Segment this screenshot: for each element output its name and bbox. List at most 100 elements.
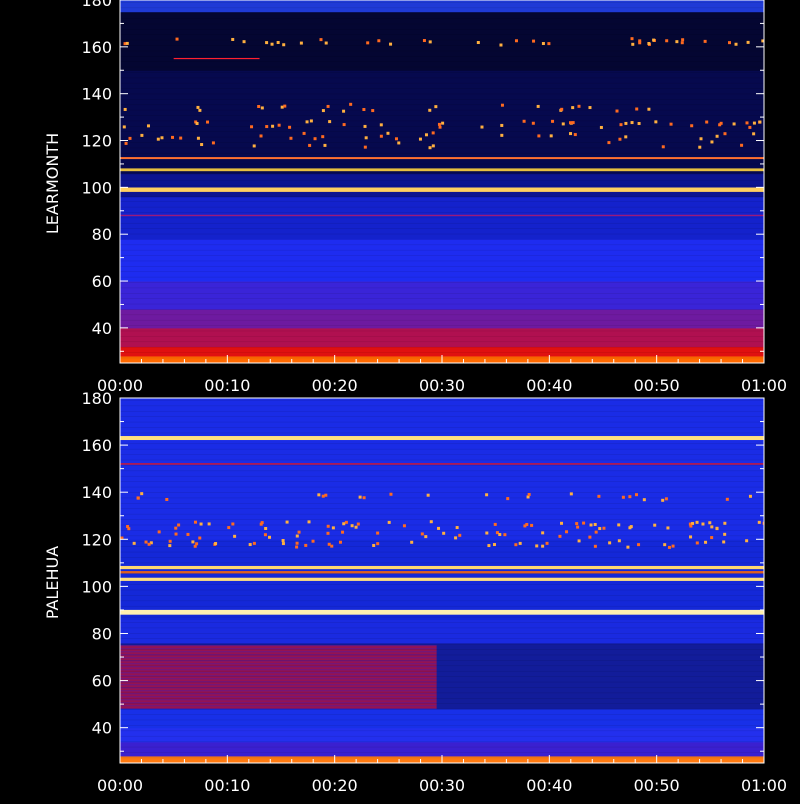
texture-line: [120, 174, 764, 176]
burst-speck: [366, 41, 370, 45]
burst-speck: [268, 535, 272, 539]
burst-speck: [263, 533, 267, 537]
burst-speck: [615, 109, 619, 113]
block-stripe: [120, 699, 437, 701]
burst-speck: [664, 497, 668, 501]
burst-speck: [480, 125, 484, 129]
burst-speck: [195, 122, 199, 126]
block-stripe: [120, 663, 437, 665]
burst-speck: [319, 38, 323, 42]
burst-speck: [376, 531, 380, 535]
texture-line: [120, 427, 764, 428]
burst-speck: [122, 125, 126, 129]
burst-speck: [364, 136, 368, 140]
texture-line: [120, 562, 764, 564]
texture-line: [120, 271, 764, 273]
burst-speck: [402, 524, 406, 528]
texture-line: [120, 486, 764, 488]
burst-speck: [695, 520, 699, 524]
burst-speck: [420, 532, 424, 536]
x-tick-label: 01:00: [741, 776, 787, 795]
texture-line: [120, 292, 764, 294]
x-tick-label: 00:10: [204, 776, 250, 795]
burst-speck: [537, 134, 541, 138]
emission-line: [173, 57, 260, 60]
burst-speck: [728, 41, 732, 45]
spectral-band: [120, 398, 764, 540]
burst-speck: [128, 136, 132, 140]
burst-speck: [635, 107, 639, 111]
burst-speck: [431, 144, 435, 148]
burst-speck: [495, 531, 499, 535]
burst-speck: [259, 134, 263, 138]
burst-speck: [525, 522, 529, 526]
burst-speck: [264, 527, 268, 531]
burst-speck: [653, 523, 657, 527]
burst-speck: [631, 42, 635, 46]
burst-speck: [571, 121, 575, 125]
texture-line: [120, 584, 764, 585]
texture-line: [120, 627, 764, 629]
spectral-band: [120, 327, 764, 348]
y-axis: 40 60 80 100 120 140 160 180: [81, 0, 764, 352]
texture-line: [120, 244, 764, 246]
texture-line: [120, 260, 764, 262]
burst-speck: [147, 542, 151, 546]
burst-speck: [531, 121, 535, 125]
burst-speck: [485, 493, 489, 497]
burst-speck: [363, 145, 367, 149]
burst-speck: [120, 536, 124, 540]
x-axis: 00:00 00:10 00:20 00:30 00:40 00:50 01:00: [97, 355, 787, 395]
texture-line: [120, 654, 764, 656]
burst-speck: [722, 540, 726, 544]
burst-speck: [588, 535, 592, 539]
burst-speck: [577, 539, 581, 543]
texture-line: [120, 432, 764, 434]
burst-speck: [547, 42, 551, 46]
burst-speck: [500, 103, 504, 107]
x-tick-label: 00:20: [312, 376, 358, 395]
texture-line: [120, 681, 764, 683]
texture-line: [120, 115, 764, 116]
burst-speck: [541, 544, 545, 548]
burst-speck: [597, 494, 601, 498]
x-tick-label: 00:50: [634, 376, 680, 395]
burst-speck: [437, 526, 441, 530]
burst-speck: [326, 104, 330, 108]
burst-speck: [424, 133, 428, 137]
y-tick-label: 40: [92, 319, 112, 338]
burst-speck: [358, 495, 362, 499]
burst-speck: [165, 497, 169, 501]
burst-speck: [530, 523, 534, 527]
emission-line: [120, 187, 764, 192]
texture-line: [120, 142, 764, 143]
burst-speck: [126, 525, 130, 529]
burst-speck: [689, 535, 693, 539]
texture-line: [120, 120, 764, 122]
burst-speck: [308, 143, 312, 147]
burst-speck: [661, 145, 665, 149]
texture-line: [120, 45, 764, 46]
burst-speck: [667, 545, 671, 549]
y-axis-label: LEARMONTH: [43, 133, 62, 234]
burst-speck: [257, 104, 261, 108]
burst-speck: [282, 43, 286, 47]
spectral-band: [120, 708, 764, 729]
texture-line: [120, 212, 764, 213]
burst-speck: [198, 536, 202, 540]
burst-speck: [635, 493, 639, 497]
burst-speck: [638, 41, 642, 45]
texture-line: [120, 196, 764, 197]
texture-line: [120, 341, 764, 343]
texture-line: [120, 228, 764, 229]
burst-speck: [342, 522, 346, 526]
burst-speck: [231, 522, 235, 526]
y-tick-label: 160: [81, 436, 112, 455]
burst-speck: [123, 42, 127, 46]
burst-speck: [289, 136, 293, 140]
burst-speck: [748, 494, 752, 498]
texture-line: [120, 752, 764, 753]
burst-speck: [342, 123, 346, 127]
burst-speck: [602, 526, 606, 530]
block-stripe: [120, 684, 437, 686]
